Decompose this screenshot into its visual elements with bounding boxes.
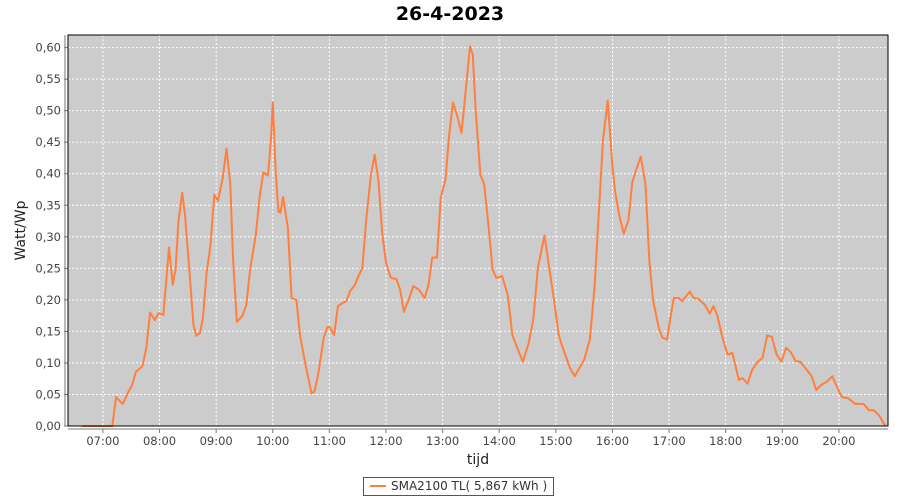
x-tick-label: 10:00	[256, 434, 289, 448]
x-tick-label: 07:00	[86, 434, 119, 448]
x-tick-label: 09:00	[200, 434, 233, 448]
x-tick-label: 08:00	[143, 434, 176, 448]
series-line	[82, 45, 887, 427]
y-tick-label: 0,45	[35, 135, 61, 149]
x-tick-label: 19:00	[766, 434, 799, 448]
x-tick-label: 16:00	[596, 434, 629, 448]
y-tick-label: 0,35	[35, 198, 61, 212]
y-tick-label: 0,05	[35, 387, 61, 401]
x-tick-label: 12:00	[369, 434, 402, 448]
y-axis-label: Watt/Wp	[13, 200, 29, 260]
chart-title: 26-4-2023	[395, 3, 505, 25]
x-tick-label: 18:00	[709, 434, 742, 448]
y-tick-label: 0,55	[35, 72, 61, 86]
y-tick-label: 0,00	[35, 419, 61, 433]
y-tick-label: 0,20	[35, 293, 61, 307]
x-tick-label: 15:00	[539, 434, 572, 448]
y-tick-label: 0,30	[35, 230, 61, 244]
x-axis-label: tijd	[467, 452, 489, 468]
legend-swatch	[370, 485, 386, 487]
legend-label: SMA2100 TL( 5,867 kWh )	[391, 479, 548, 493]
x-tick-label: 13:00	[426, 434, 459, 448]
y-tick-label: 0,60	[35, 41, 61, 55]
plot-background	[68, 35, 888, 426]
y-tick-label: 0,40	[35, 167, 61, 181]
plot-border	[67, 34, 889, 427]
y-tick-label: 0,25	[35, 261, 61, 275]
y-tick-label: 0,10	[35, 356, 61, 370]
x-tick-label: 11:00	[313, 434, 346, 448]
y-tick-label: 0,50	[35, 104, 61, 118]
line-chart: 0,00 0,05 0,10 0,15 0,20 0,25 0,30 0,35 0,40 0,45…	[13, 34, 889, 468]
x-tick-label: 20:00	[822, 434, 855, 448]
y-tick-label: 0,15	[35, 324, 61, 338]
legend: SMA2100 TL( 5,867 kWh )	[363, 477, 555, 496]
x-tick-label: 14:00	[483, 434, 516, 448]
x-tick-label: 17:00	[653, 434, 686, 448]
